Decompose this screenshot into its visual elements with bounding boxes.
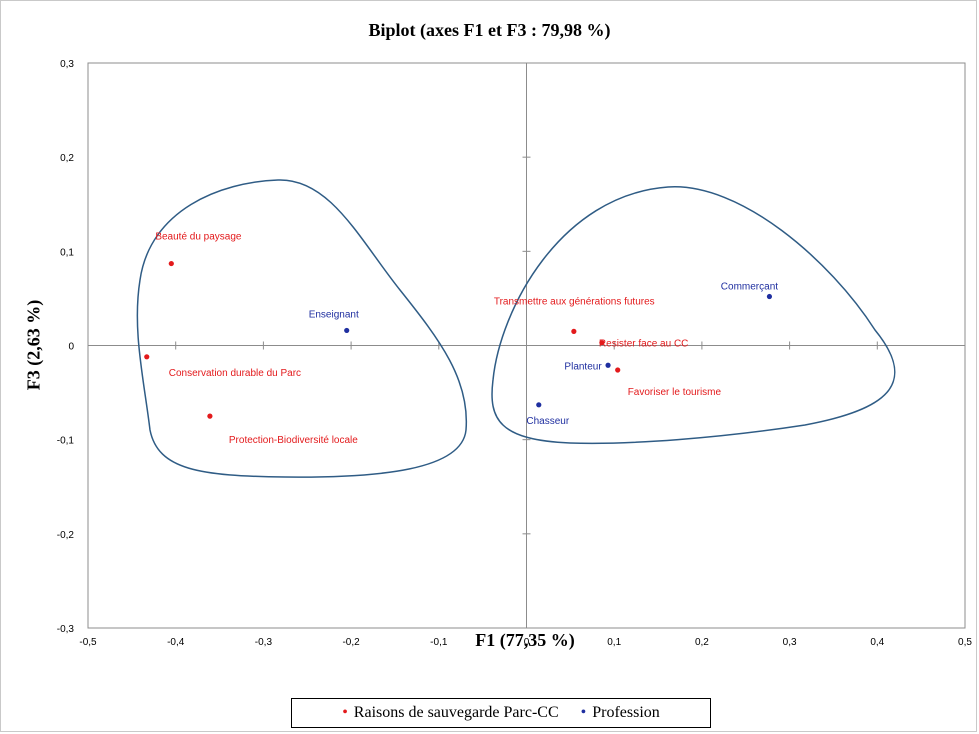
legend-label-raisons: Raisons de sauvegarde Parc-CC [353,704,559,721]
y-tick-label: 0,2 [60,153,74,164]
label-resister-face-au-cc: Resister face au CC [599,339,688,350]
label-favoriser-le-tourisme: Favoriser le tourisme [628,387,722,398]
y-tick-label: 0 [68,342,74,353]
point-transmettre-aux-generations-futures [571,328,577,334]
y-tick-label: 0,1 [60,247,74,258]
x-tick-label: -0,1 [430,637,448,648]
x-tick-label: -0,5 [79,637,97,648]
point-commercant [766,293,773,300]
x-tick-label: 0 [524,637,530,648]
x-tick-label: 0,3 [783,637,797,648]
point-chasseur [536,402,542,408]
label-commercant: Commerçant [721,282,778,293]
x-tick-label: -0,4 [167,637,185,648]
label-transmettre-aux-generations-futures: Transmettre aux générations futures [494,296,655,307]
y-axis-label: F3 (2,63 %) [23,299,44,391]
label-planteur: Planteur [564,361,602,372]
cluster-outline-left [136,179,468,478]
x-tick-label: -0,3 [255,637,273,648]
y-tick-label: -0,3 [57,624,75,635]
chart-title: Biplot (axes F1 et F3 : 79,98 %) [368,20,611,40]
legend-item-profession: • Profession [581,704,660,722]
label-protection-biodiversite-locale: Protection-Biodiversité locale [229,435,358,446]
point-enseignant [344,327,350,334]
y-tick-label: -0,1 [57,436,75,447]
legend-marker-profession: • [580,704,587,721]
x-tick-label: -0,2 [342,637,360,648]
label-chasseur: Chasseur [526,416,569,427]
legend-label-profession: Profession [592,704,660,721]
x-tick-label: 0,5 [958,637,972,648]
label-enseignant: Enseignant [309,309,359,320]
legend-item-raisons: • Raisons de sauvegarde Parc-CC [342,704,558,722]
y-tick-label: -0,2 [57,530,75,541]
point-planteur [605,362,611,368]
point-conservation-durable-du-parc [144,354,150,360]
point-favoriser-le-tourisme [615,367,621,373]
legend: • Raisons de sauvegarde Parc-CC • Profes… [291,698,711,728]
legend-marker-raisons: • [342,704,348,721]
label-beaute-du-paysage: Beauté du paysage [155,232,242,243]
cluster-outline-right [491,186,896,445]
x-tick-label: 0,4 [870,637,884,648]
x-tick-label: 0,1 [607,637,621,648]
point-resister-face-au-cc [599,340,605,346]
x-axis-label: F1 (77,35 %) [475,630,575,650]
point-protection-biodiversite-locale [207,413,213,419]
x-tick-label: 0,2 [695,637,709,648]
label-conservation-durable-du-parc: Conservation durable du Parc [169,368,301,379]
point-beaute-du-paysage [168,260,174,267]
y-axis-label-container: F3 (2,63 %) [22,260,46,430]
y-tick-label: 0,3 [60,59,74,70]
